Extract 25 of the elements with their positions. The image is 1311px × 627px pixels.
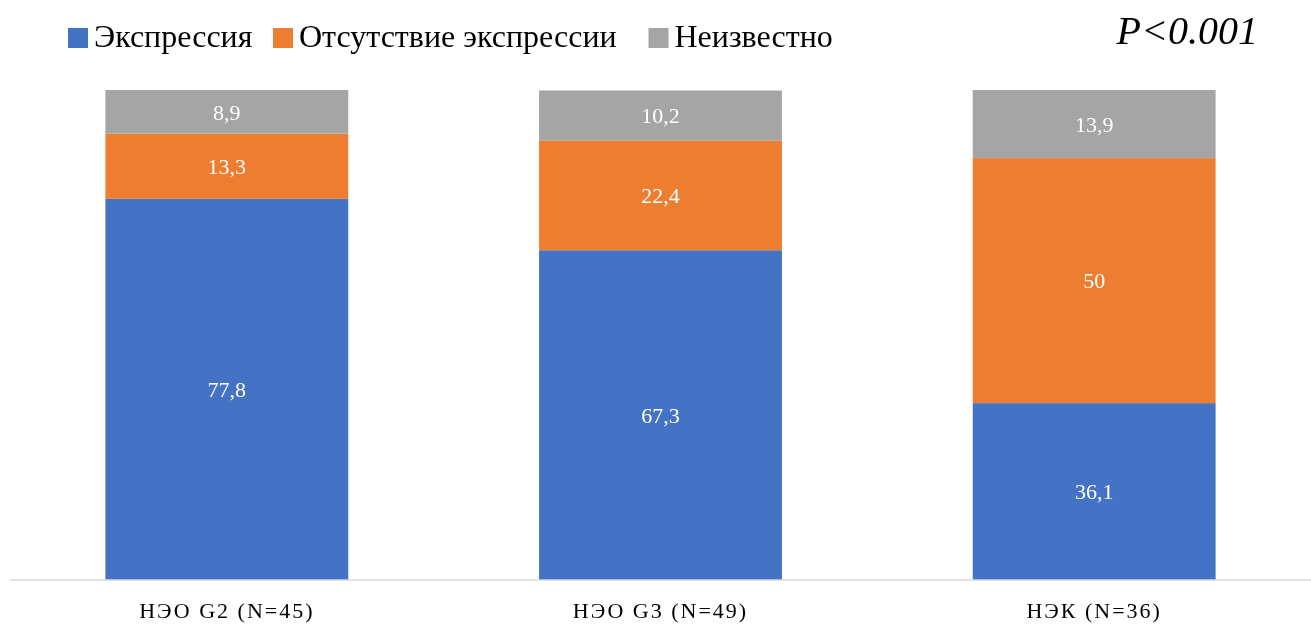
data-label: 36,1 bbox=[1074, 479, 1114, 505]
data-label: 22,4 bbox=[641, 183, 680, 209]
bar bbox=[539, 90, 782, 141]
x-tick-label: НЭО G2 (N=45) bbox=[139, 598, 315, 623]
bar bbox=[539, 140, 782, 251]
legend-label: Экспрессия bbox=[94, 18, 253, 54]
bar bbox=[972, 158, 1216, 404]
data-label: 67,3 bbox=[641, 402, 680, 428]
bar bbox=[539, 250, 782, 580]
bar bbox=[105, 133, 349, 199]
legend-label: Неизвестно bbox=[674, 18, 833, 54]
bar bbox=[972, 403, 1216, 580]
x-tick-label: НЭО G3 (N=49) bbox=[572, 598, 749, 623]
data-label: 10,2 bbox=[641, 103, 680, 129]
bar bbox=[972, 90, 1216, 159]
legend-label: Отсутствие экспрессии bbox=[299, 18, 617, 54]
data-label: 50 bbox=[1083, 268, 1106, 294]
x-tick-label: НЭК (N=36) bbox=[1026, 598, 1162, 623]
bar bbox=[105, 90, 349, 134]
data-label: 8,9 bbox=[213, 99, 241, 125]
text: P<0.001 bbox=[1115, 8, 1258, 53]
data-label: 13,9 bbox=[1074, 111, 1114, 137]
bar bbox=[105, 198, 349, 580]
data-label: 13,3 bbox=[207, 153, 247, 179]
data-label: 77,8 bbox=[207, 377, 247, 403]
